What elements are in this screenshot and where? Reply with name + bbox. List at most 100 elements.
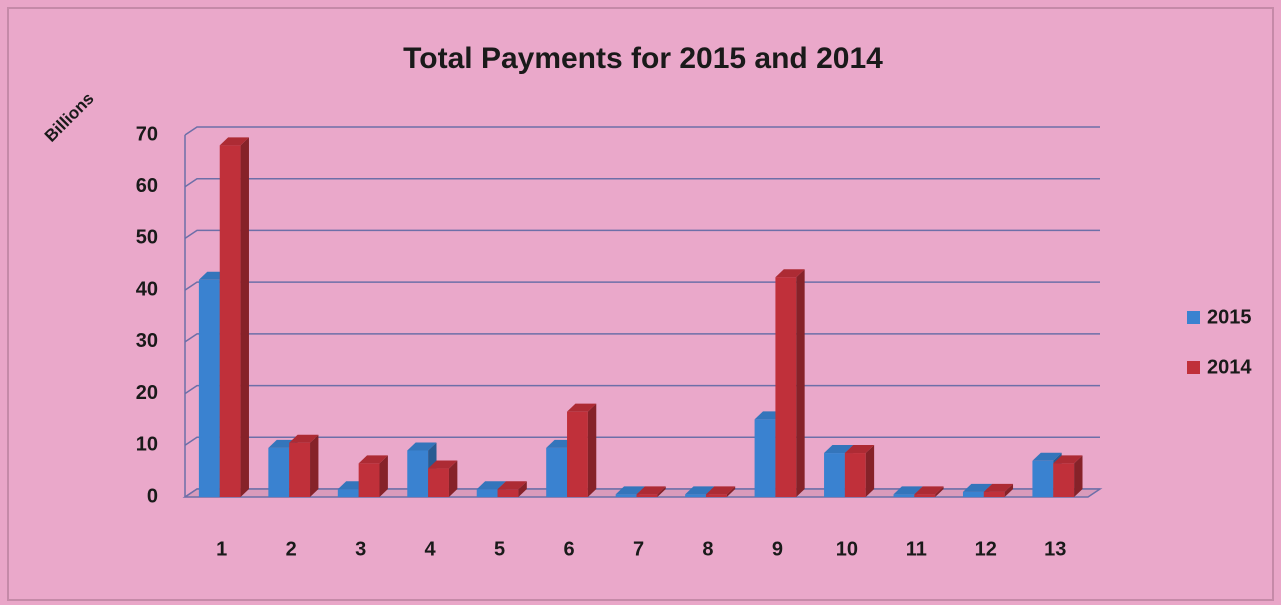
bar-front bbox=[546, 447, 568, 497]
bar-front bbox=[705, 494, 727, 497]
grid-line bbox=[184, 126, 1100, 136]
bar-top bbox=[615, 486, 645, 495]
legend-label: 2015 bbox=[1207, 306, 1252, 328]
x-tick-label: 11 bbox=[906, 538, 927, 560]
bar-top bbox=[685, 486, 715, 495]
bar bbox=[428, 460, 458, 497]
x-tick-label: 5 bbox=[494, 538, 505, 560]
bar-front bbox=[685, 494, 706, 497]
bar-top bbox=[775, 269, 805, 278]
bar-front bbox=[754, 419, 776, 497]
x-tick-label: 2 bbox=[286, 538, 297, 560]
bar-top bbox=[893, 486, 923, 495]
bar-front bbox=[497, 489, 519, 497]
bar bbox=[1053, 455, 1083, 497]
bar bbox=[289, 434, 319, 497]
bar-top bbox=[497, 481, 527, 490]
x-tick-label: 1 bbox=[216, 538, 227, 560]
bar-front bbox=[358, 463, 380, 497]
bar-front bbox=[407, 450, 429, 497]
bar-top bbox=[219, 137, 249, 146]
bar bbox=[775, 269, 805, 497]
bar-top bbox=[358, 455, 388, 464]
y-tick-label: 50 bbox=[136, 227, 158, 249]
y-tick-label: 10 bbox=[136, 434, 158, 456]
bar-top bbox=[636, 486, 666, 495]
bar bbox=[497, 481, 527, 497]
legend-swatch bbox=[1187, 361, 1200, 374]
bar-front bbox=[268, 447, 290, 497]
bar-side bbox=[448, 460, 458, 497]
bar-front bbox=[476, 489, 498, 497]
bar bbox=[567, 403, 597, 497]
x-tick-label: 7 bbox=[633, 538, 644, 560]
bar bbox=[636, 486, 666, 497]
bar-top bbox=[428, 460, 458, 469]
bar-front bbox=[824, 453, 845, 497]
bar-top bbox=[705, 486, 736, 495]
bar-top bbox=[407, 442, 437, 451]
bar-side bbox=[726, 486, 736, 497]
bar-front bbox=[775, 277, 797, 497]
bar bbox=[705, 486, 736, 497]
x-tick-label: 6 bbox=[563, 538, 574, 560]
bar-front bbox=[844, 453, 866, 497]
bar bbox=[914, 486, 944, 497]
legend-label: 2014 bbox=[1207, 356, 1252, 378]
bar bbox=[983, 483, 1014, 497]
bar-front bbox=[337, 489, 359, 497]
x-tick-label: 12 bbox=[975, 538, 997, 560]
y-tick-label: 20 bbox=[136, 382, 158, 404]
bar-side bbox=[865, 445, 875, 497]
bar-front bbox=[636, 494, 658, 497]
bar-side bbox=[796, 269, 805, 497]
y-tick-label: 60 bbox=[136, 175, 158, 197]
bar bbox=[358, 455, 388, 497]
bar-top bbox=[1032, 452, 1062, 461]
x-tick-label: 8 bbox=[702, 538, 713, 560]
bar-side bbox=[935, 486, 944, 497]
grid-line bbox=[184, 229, 1100, 240]
bar-top bbox=[567, 403, 597, 412]
chart-frame bbox=[7, 7, 1274, 601]
x-tick-label: 3 bbox=[355, 538, 366, 560]
bar-top bbox=[914, 486, 944, 495]
bar-side bbox=[587, 403, 597, 497]
x-tick-label: 13 bbox=[1044, 538, 1066, 560]
bar bbox=[219, 137, 249, 498]
bar-side bbox=[379, 455, 388, 497]
bar-top bbox=[824, 445, 854, 454]
bar-side bbox=[1004, 483, 1014, 497]
y-tick-label: 0 bbox=[147, 485, 158, 507]
y-tick-label: 70 bbox=[136, 123, 158, 145]
bar-side bbox=[1074, 455, 1083, 497]
bar-front bbox=[893, 494, 915, 497]
bar-side bbox=[240, 137, 249, 498]
bar-side bbox=[310, 434, 319, 497]
bar-front bbox=[983, 491, 1005, 497]
bar-front bbox=[198, 279, 220, 497]
bar-front bbox=[1032, 460, 1054, 497]
bar-top bbox=[289, 434, 319, 443]
bar-front bbox=[428, 468, 449, 497]
x-tick-label: 9 bbox=[772, 538, 783, 560]
bar-top bbox=[844, 445, 875, 454]
bar-front bbox=[914, 494, 936, 497]
bar-front bbox=[962, 491, 984, 497]
bar-top bbox=[962, 483, 993, 492]
bar-top bbox=[476, 481, 506, 490]
bar-front bbox=[289, 442, 311, 497]
bar-front bbox=[219, 145, 241, 498]
bar-front bbox=[615, 494, 637, 497]
bar bbox=[844, 445, 875, 497]
legend-swatch bbox=[1187, 311, 1200, 324]
y-tick-label: 40 bbox=[136, 278, 158, 300]
y-tick-label: 30 bbox=[136, 330, 158, 352]
bar-front bbox=[567, 411, 588, 497]
grid-line bbox=[184, 177, 1100, 188]
bar-side bbox=[518, 481, 527, 497]
chart-title: Total Payments for 2015 and 2014 bbox=[403, 42, 883, 75]
bar-top bbox=[983, 483, 1014, 492]
